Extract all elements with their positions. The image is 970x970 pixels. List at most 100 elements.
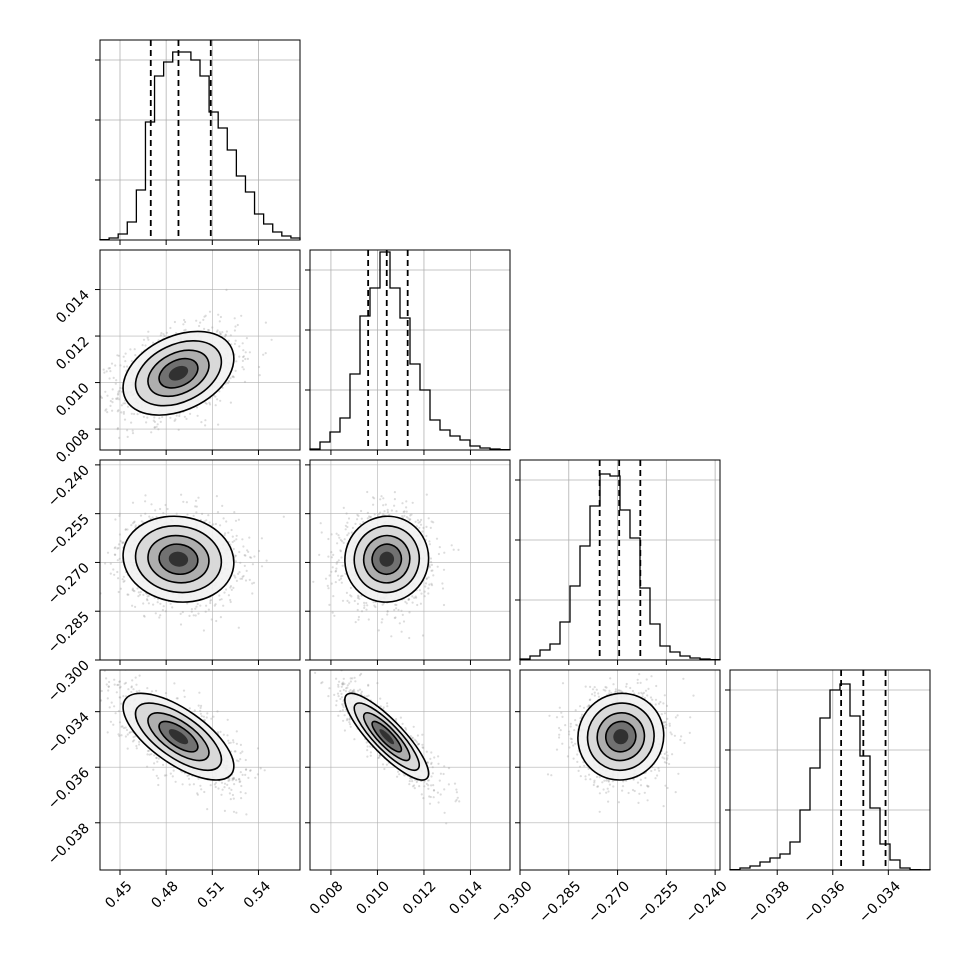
panel-2-2 (515, 459, 721, 665)
scatter-point (200, 421, 203, 424)
scatter-point (394, 616, 397, 619)
scatter-point (150, 431, 153, 434)
scatter-point (113, 553, 116, 556)
scatter-point (154, 612, 157, 615)
scatter-point (147, 330, 150, 333)
scatter-point (116, 354, 119, 357)
scatter-point (116, 547, 119, 550)
scatter-point (386, 510, 389, 514)
scatter-point (192, 514, 195, 518)
scatter-point (409, 514, 412, 517)
scatter-point (89, 591, 91, 593)
scatter-point (127, 593, 130, 596)
scatter-point (368, 515, 371, 518)
scatter-point (124, 352, 127, 355)
scatter-point (219, 332, 222, 336)
scatter-point (199, 712, 202, 715)
scatter-point (270, 338, 273, 341)
scatter-point (424, 585, 427, 588)
scatter-point (202, 318, 205, 321)
scatter-point (365, 608, 368, 611)
scatter-point (231, 535, 234, 538)
scatter-point (239, 743, 242, 747)
scatter-point (115, 397, 118, 400)
scatter-point (379, 511, 382, 514)
scatter-point (195, 406, 199, 409)
scatter-point (124, 528, 127, 531)
scatter-point (400, 630, 403, 633)
panel-0-0 (95, 39, 301, 245)
scatter-point (190, 610, 193, 613)
scatter-point (159, 334, 162, 337)
panel-frame (519, 459, 721, 661)
scatter-point (211, 326, 214, 329)
scatter-point (251, 592, 254, 595)
scatter-point (133, 521, 136, 524)
scatter-point (337, 534, 340, 537)
scatter-point (405, 516, 408, 519)
scatter-point (183, 329, 186, 332)
scatter-point (346, 599, 349, 603)
scatter-point (229, 401, 232, 404)
scatter-point (334, 570, 337, 573)
scatter-point (205, 519, 208, 522)
scatter-point (431, 569, 434, 572)
scatter-point (411, 601, 414, 604)
scatter-point (148, 515, 151, 518)
scatter-point (114, 553, 117, 556)
scatter-point (244, 554, 247, 557)
scatter-point (115, 379, 118, 382)
scatter-point (112, 568, 115, 571)
scatter-point (119, 685, 122, 689)
scatter-point (188, 783, 191, 786)
scatter-point (184, 320, 187, 324)
scatter-point (100, 396, 104, 399)
scatter-point (425, 534, 428, 538)
scatter-point (131, 679, 134, 682)
scatter-point (166, 507, 169, 511)
scatter-point (105, 408, 108, 411)
scatter-point (103, 371, 106, 374)
scatter-point (430, 584, 434, 587)
scatter-point (233, 317, 236, 320)
scatter-point (120, 411, 123, 414)
scatter-point (108, 706, 111, 709)
scatter-point (199, 321, 202, 324)
scatter-point (341, 574, 344, 577)
scatter-point (91, 594, 93, 596)
scatter-point (338, 578, 341, 582)
scatter-point (367, 618, 370, 621)
scatter-point (147, 594, 150, 597)
scatter-point (104, 390, 107, 393)
scatter-point (156, 423, 159, 426)
scatter-point (218, 390, 221, 393)
scatter-point (346, 534, 349, 537)
scatter-point (111, 401, 114, 404)
scatter-point (241, 575, 244, 579)
scatter-point (153, 426, 156, 429)
scatter-point (181, 783, 184, 786)
scatter-point (330, 556, 333, 559)
scatter-point (416, 519, 419, 522)
scatter-point (122, 580, 125, 583)
scatter-point (369, 516, 372, 519)
scatter-point (395, 603, 398, 607)
scatter-point (405, 500, 408, 503)
scatter-point (363, 606, 366, 610)
scatter-point (119, 539, 122, 543)
scatter-point (100, 689, 103, 693)
scatter-point (335, 567, 338, 570)
scatter-point (348, 601, 351, 604)
scatter-point (235, 579, 238, 583)
scatter-point (436, 565, 439, 568)
scatter-point (117, 354, 120, 357)
scatter-point (162, 511, 165, 515)
scatter-point (175, 414, 178, 417)
scatter-point (380, 621, 383, 624)
scatter-point (241, 359, 244, 362)
scatter-point (421, 530, 424, 533)
scatter-point (120, 734, 123, 737)
scatter-point (106, 551, 110, 554)
scatter-point (213, 604, 216, 607)
scatter-point (157, 428, 160, 431)
